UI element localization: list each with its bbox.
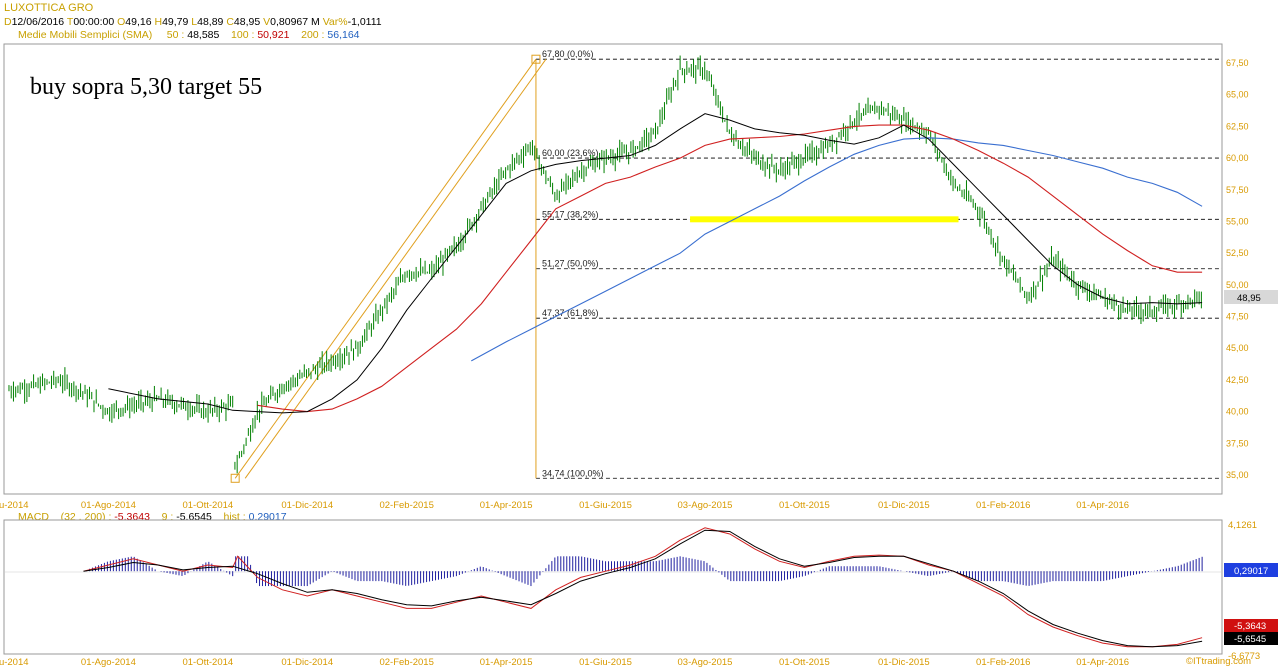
trade-annotation: buy sopra 5,30 target 55 [30,74,262,100]
hist-badge [1224,563,1278,577]
sma200-line [471,137,1203,362]
y-tick-label: 60,00 [1226,153,1249,163]
fib-level-label: 55,17 (38,2%) [542,209,599,219]
macd-badge-text: -5,3643 [1234,621,1266,632]
x-tick-label: Giu-2014 [0,500,29,511]
price-bars [8,55,1202,474]
macd-axis-top: 4,1261 [1228,520,1257,531]
x-tick-label: 01-Apr-2016 [1076,657,1129,668]
x-tick-label: 01-Giu-2015 [579,657,632,668]
x-tick-label: 01-Apr-2016 [1076,500,1129,511]
last-price-text: 48,95 [1237,293,1261,304]
x-tick-label: 02-Feb-2015 [379,657,433,668]
y-tick-label: 67,50 [1226,58,1249,68]
var-value: -1,0111 [347,16,382,28]
x-tick-label: 01-Feb-2016 [976,657,1030,668]
x-tick-label: 01-Dic-2015 [878,657,930,668]
watermark: ©ITtrading.com [1186,656,1251,667]
y-tick-label: 40,00 [1226,407,1249,417]
y-tick-label: 47,50 [1226,312,1249,322]
x-tick-label: Giu-2014 [0,657,29,668]
macd-histogram [86,556,1203,587]
last-price-badge [1224,290,1278,304]
x-tick-label: 01-Ago-2014 [81,657,136,668]
fib-channel-line [244,58,547,479]
x-tick-label: 01-Ott-2015 [779,500,830,511]
y-tick-label: 57,50 [1226,185,1249,195]
x-tick-label: 01-Dic-2014 [281,657,333,668]
y-tick-label: 62,50 [1226,121,1249,131]
x-tick-label: 01-Ago-2014 [81,500,136,511]
volume-value: 0,80967 M [270,16,320,28]
x-tick-label: 02-Feb-2015 [379,500,433,511]
signal-badge [1224,632,1278,645]
x-tick-label: 01-Ott-2015 [779,657,830,668]
x-tick-label: 03-Ago-2015 [678,500,733,511]
y-tick-label: 65,00 [1226,90,1249,100]
x-tick-label: 01-Apr-2015 [480,657,533,668]
fib-level-label: 34,74 (100,0%) [542,468,604,478]
macd-plot-frame [3,519,1223,655]
fib-level-label: 67,80 (0,0%) [542,49,594,59]
close-value: 48,95 [233,16,261,28]
y-tick-label: 35,00 [1226,470,1249,480]
y-tick-label: 45,00 [1226,343,1249,353]
support-zone [690,216,959,223]
ohlc-readout: D12/06/2016 T00:00:00 O49,16 H49,79 L48,… [4,16,382,28]
fib-level-label: 47,37 (61,8%) [542,308,599,318]
signal-line [83,529,1203,648]
y-tick-label: 52,50 [1226,248,1249,258]
y-tick-label: 42,50 [1226,375,1249,385]
fib-trend-line [234,58,537,479]
fib-anchor-low [230,473,240,483]
date-value: 12/06/2016 [11,16,65,28]
x-tick-label: 01-Giu-2015 [579,500,632,511]
sma50-line [108,113,1203,414]
high-value: 49,79 [162,16,189,28]
x-tick-label: 01-Dic-2014 [281,500,333,511]
signal-badge-text: -5,6545 [1234,634,1266,645]
y-tick-label: 55,00 [1226,216,1249,226]
sma200-value: 56,164 [327,29,360,41]
sma-readout: Medie Mobili Semplici (SMA) 50 : 48,585 … [18,29,360,41]
y-tick-label: 37,50 [1226,438,1249,448]
x-tick-label: 01-Ott-2014 [182,500,233,511]
fib-level-label: 51,27 (50,0%) [542,259,599,269]
x-tick-label: 01-Apr-2015 [480,500,533,511]
fib-level-label: 60,00 (23,6%) [542,148,599,158]
low-value: 48,89 [197,16,224,28]
open-value: 49,16 [125,16,152,28]
sma100-value: 50,921 [257,29,290,41]
sma50-value: 48,585 [187,29,220,41]
sma100-line [257,124,1203,413]
hist-badge-text: 0,29017 [1234,566,1268,577]
x-tick-label: 03-Ago-2015 [678,657,733,668]
macd-axis-bottom: -6,6773 [1228,651,1260,662]
fib-anchor-high [531,54,541,64]
macd-line [83,527,1203,648]
x-tick-label: 01-Dic-2015 [878,500,930,511]
y-tick-label: 50,00 [1226,280,1249,290]
x-tick-label: 01-Feb-2016 [976,500,1030,511]
chart-title: LUXOTTICA GRO [4,2,94,14]
x-tick-label: 01-Ott-2014 [182,657,233,668]
time-value: 00:00:00 [73,16,115,28]
macd-badge [1224,619,1278,632]
